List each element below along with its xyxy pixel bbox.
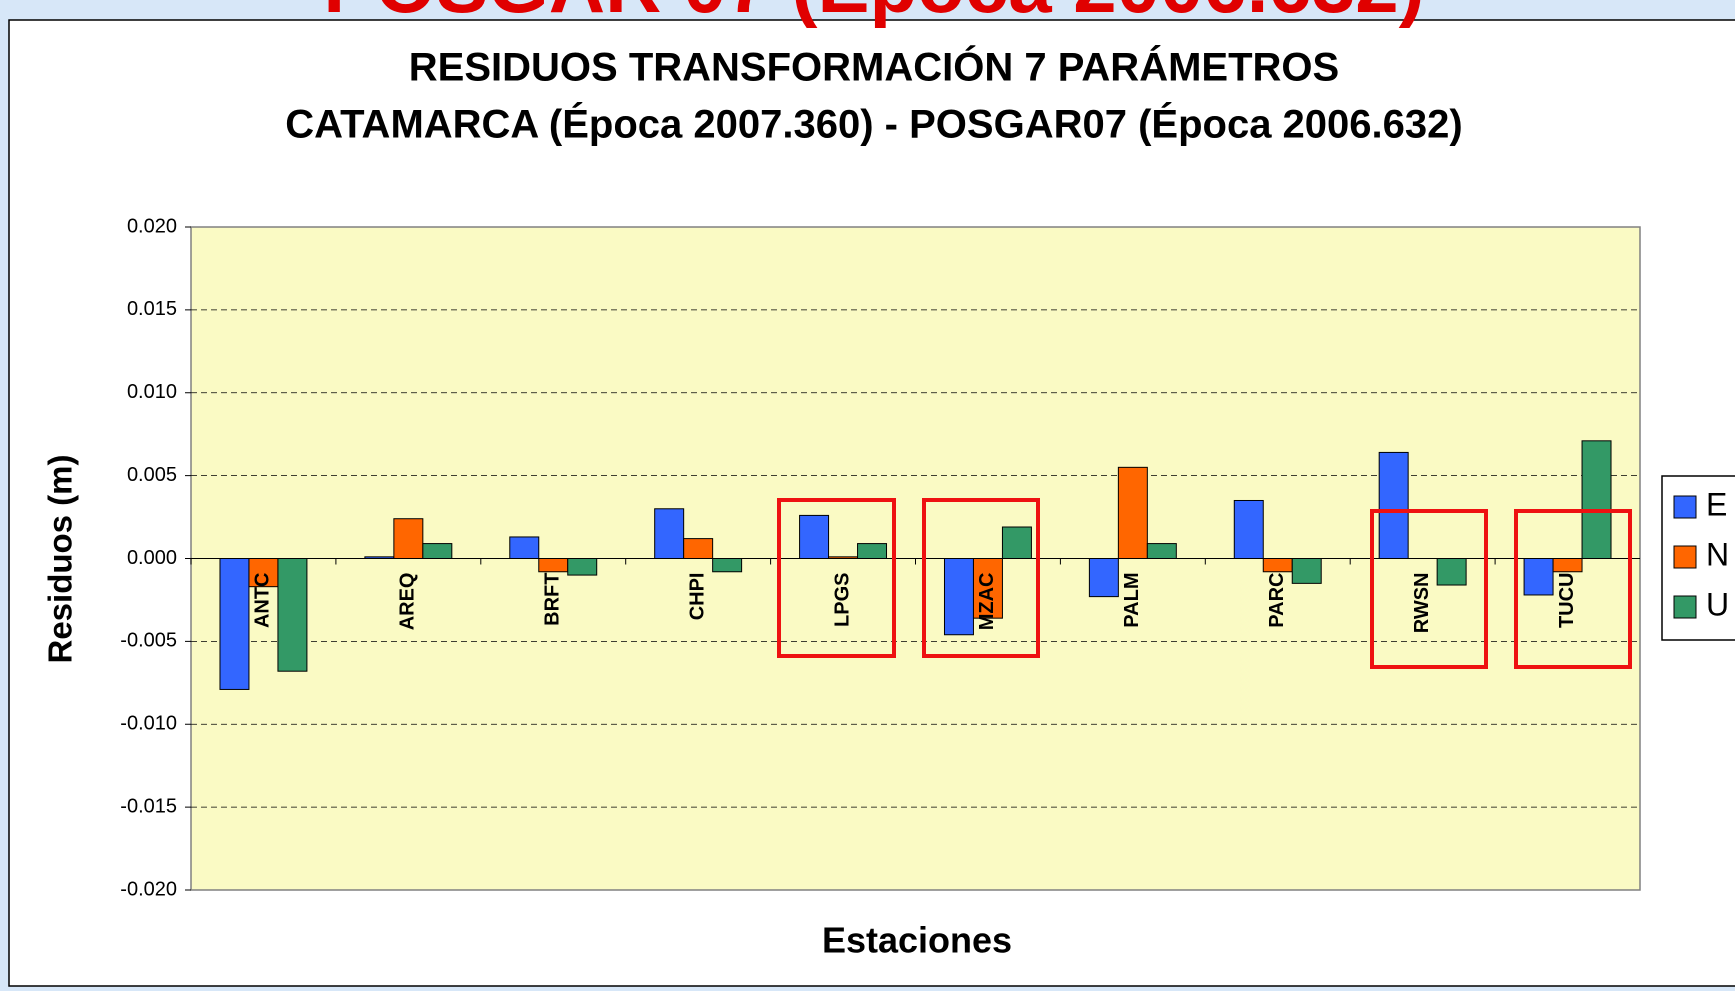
bar [1523, 558, 1554, 596]
chart-title: RESIDUOS TRANSFORMACIÓN 7 PARÁMETROS [409, 44, 1339, 90]
x-tick-label: CHPI [686, 573, 708, 621]
bar [248, 558, 279, 588]
y-tick-label: 0.000 [127, 547, 177, 569]
x-tick-label: AREQ [397, 573, 419, 631]
bar [1088, 558, 1119, 598]
x-tick-label: ANTC [252, 573, 274, 629]
legend-swatch [1673, 545, 1697, 569]
highlight-box [1514, 509, 1632, 669]
bar [1552, 558, 1583, 573]
bar [1117, 466, 1148, 559]
y-tick-label: 0.020 [127, 215, 177, 237]
bar [1378, 451, 1409, 560]
bar [683, 538, 714, 559]
y-tick-label: -0.015 [120, 795, 177, 817]
y-tick-label: 0.010 [127, 381, 177, 403]
legend-swatch [1673, 595, 1697, 619]
bar [219, 558, 250, 690]
marks [185, 226, 1640, 891]
legend-label: E [1706, 486, 1727, 522]
legend-swatch [1673, 495, 1697, 519]
y-tick-label: 0.005 [127, 464, 177, 486]
x-tick-label: PARC [1266, 573, 1288, 628]
highlight-box [1370, 509, 1488, 669]
bar [538, 558, 569, 573]
bar [1436, 558, 1467, 586]
x-tick-label: PALM [1121, 573, 1143, 628]
x-tick-label: MZAC [976, 572, 998, 630]
bar [364, 556, 395, 560]
bar [422, 543, 453, 560]
bar [277, 558, 308, 672]
bar [1233, 499, 1264, 559]
bar [1581, 440, 1612, 560]
bar [567, 558, 598, 576]
bar [857, 543, 888, 560]
x-tick-label: RWSN [1411, 573, 1433, 634]
x-tick-label: LPGS [831, 573, 853, 627]
bar [393, 518, 424, 559]
bar [943, 558, 974, 636]
bar [1146, 543, 1177, 560]
bar [509, 536, 540, 560]
highlight-box [777, 498, 896, 658]
legend-label: N [1706, 536, 1729, 572]
x-axis-title: Estaciones [822, 920, 1012, 961]
bar [828, 556, 859, 560]
y-tick-label: 0.015 [127, 298, 177, 320]
highlight-box [922, 498, 1040, 658]
bar [1291, 558, 1322, 584]
x-tick-label: BRFT [542, 573, 564, 626]
legend-label: U [1706, 586, 1729, 622]
y-tick-label: -0.005 [120, 630, 177, 652]
bar [799, 514, 830, 560]
x-tick-label: TUCU [1556, 573, 1578, 629]
y-tick-label: -0.020 [120, 878, 177, 900]
chart-subtitle: CATAMARCA (Época 2007.360) - POSGAR07 (É… [285, 102, 1462, 147]
y-axis-title: Residuos (m) [42, 454, 79, 663]
bar [972, 558, 1003, 619]
y-tick-label: -0.010 [120, 713, 177, 735]
bar [654, 508, 685, 559]
bar [1262, 558, 1293, 573]
highlight-boxes [777, 498, 1632, 669]
banner: POSGAR 07 (Época 2006.632) [323, 0, 1424, 29]
bar [712, 558, 743, 573]
bar [1001, 526, 1032, 560]
